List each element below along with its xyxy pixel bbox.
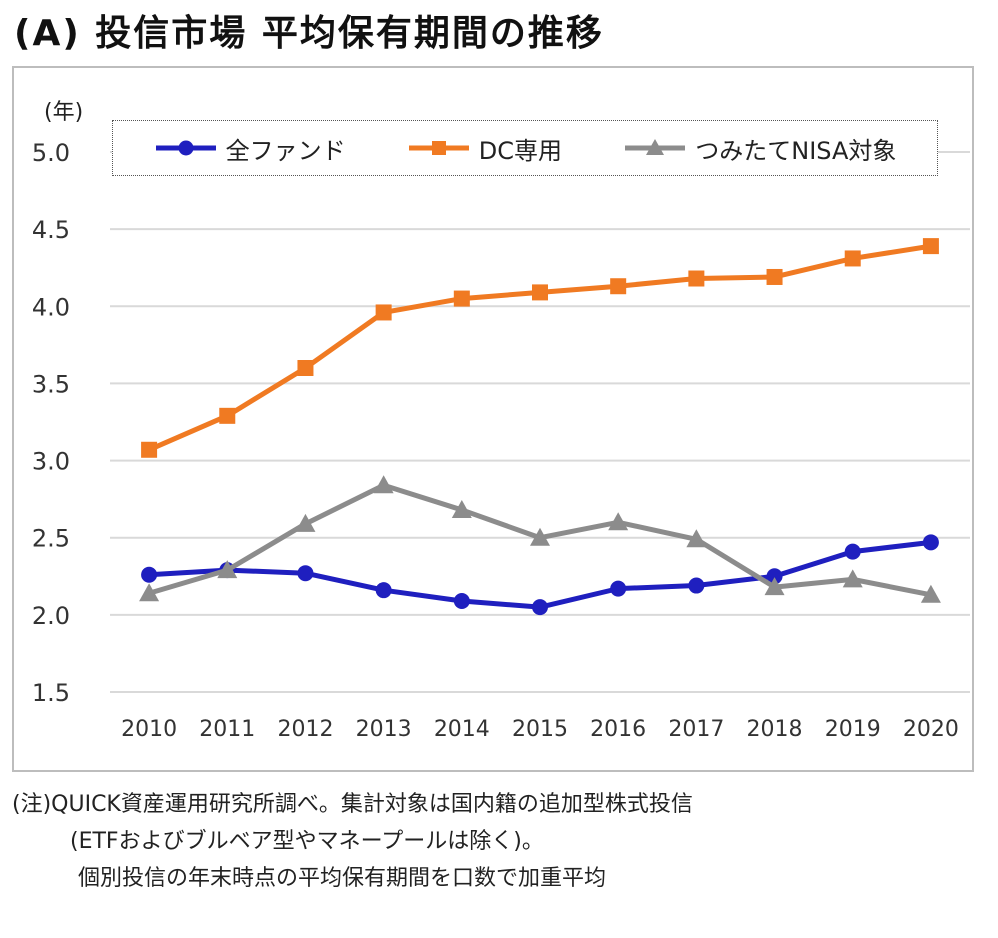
chart-frame: 5.0 4.5 4.0 3.5 3.0 2.5 2.0 1.5 2010 2011 2012 2013… bbox=[12, 66, 974, 772]
x-tick-label: 2019 bbox=[825, 717, 881, 742]
data-point bbox=[688, 270, 705, 287]
data-point bbox=[764, 577, 785, 596]
legend: 全ファンド DC専用 つみたてNISA対象 bbox=[112, 120, 938, 176]
data-point bbox=[141, 441, 158, 458]
legend-marker-square bbox=[408, 141, 469, 155]
x-tick-label: 2011 bbox=[199, 717, 255, 742]
legend-label: つみたてNISA対象 bbox=[695, 136, 897, 165]
data-point bbox=[610, 278, 627, 295]
y-tick-label: 2.0 bbox=[32, 602, 70, 630]
legend-marker-circle bbox=[155, 140, 216, 156]
data-point bbox=[297, 565, 314, 582]
y-tick-label: 2.5 bbox=[32, 525, 70, 553]
x-tick-label: 2018 bbox=[747, 717, 803, 742]
data-point bbox=[219, 407, 236, 424]
legend-item-all-funds: 全ファンド bbox=[154, 131, 346, 166]
x-tick-label: 2020 bbox=[903, 717, 959, 742]
data-point bbox=[451, 499, 472, 518]
footnote-line: 個別投信の年末時点の平均保有期間を口数で加重平均 bbox=[78, 866, 607, 891]
data-point bbox=[922, 238, 939, 255]
legend-item-dc: DC専用 bbox=[407, 131, 562, 166]
data-point bbox=[766, 268, 783, 285]
y-tick-label: 5.0 bbox=[32, 139, 70, 167]
data-point bbox=[842, 569, 863, 588]
data-point bbox=[295, 513, 316, 532]
line-chart: 5.0 4.5 4.0 3.5 3.0 2.5 2.0 1.5 2010 2011 2012 2013… bbox=[32, 139, 970, 742]
data-point bbox=[530, 527, 550, 546]
series-line-0 bbox=[148, 539, 932, 610]
y-tick-label: 3.5 bbox=[32, 370, 70, 398]
page-title: (A) 投信市場 平均保有期間の推移 bbox=[14, 13, 604, 54]
series-line-1 bbox=[148, 243, 932, 453]
y-axis-unit-label: (年) bbox=[44, 100, 84, 125]
x-tick-label: 2015 bbox=[512, 717, 568, 742]
data-point bbox=[844, 543, 861, 560]
legend-marker-triangle bbox=[625, 139, 686, 155]
x-tick-label: 2012 bbox=[277, 717, 333, 742]
data-point bbox=[608, 512, 629, 531]
data-point bbox=[610, 580, 627, 597]
data-point bbox=[373, 475, 394, 494]
data-point bbox=[297, 360, 314, 376]
data-point bbox=[922, 534, 939, 551]
data-point bbox=[844, 250, 861, 267]
legend-label: DC専用 bbox=[478, 136, 563, 165]
footnote-line: (ETFおよびブルベア型やマネープールは除く)。 bbox=[70, 829, 544, 854]
data-point bbox=[532, 284, 548, 301]
data-point bbox=[139, 583, 160, 602]
x-tick-label: 2014 bbox=[434, 717, 490, 742]
data-point bbox=[217, 560, 238, 579]
x-tick-label: 2013 bbox=[356, 717, 412, 742]
y-tick-label: 3.0 bbox=[32, 448, 70, 476]
data-point bbox=[375, 304, 392, 321]
data-point bbox=[920, 584, 941, 603]
y-tick-label: 4.5 bbox=[32, 216, 70, 244]
data-point bbox=[141, 566, 158, 583]
data-point bbox=[688, 577, 705, 594]
data-point bbox=[766, 568, 783, 585]
x-tick-label: 2017 bbox=[668, 717, 724, 742]
legend-item-tsumitate-nisa: つみたてNISA対象 bbox=[623, 131, 896, 166]
x-tick-label: 2010 bbox=[121, 717, 177, 742]
data-point bbox=[532, 599, 548, 616]
x-tick-label: 2016 bbox=[590, 717, 646, 742]
data-point bbox=[453, 290, 470, 307]
y-tick-label: 1.5 bbox=[32, 679, 70, 707]
footnote-line: (注)QUICK資産運用研究所調べ。集計対象は国内籍の追加型株式投信 bbox=[12, 792, 693, 817]
legend-label: 全ファンド bbox=[225, 136, 346, 165]
data-point bbox=[686, 529, 707, 548]
y-tick-label: 4.0 bbox=[32, 293, 70, 321]
data-point bbox=[375, 582, 392, 599]
footnotes: (注)QUICK資産運用研究所調べ。集計対象は国内籍の追加型株式投信 (ETFお… bbox=[12, 786, 693, 897]
data-point bbox=[453, 592, 470, 609]
